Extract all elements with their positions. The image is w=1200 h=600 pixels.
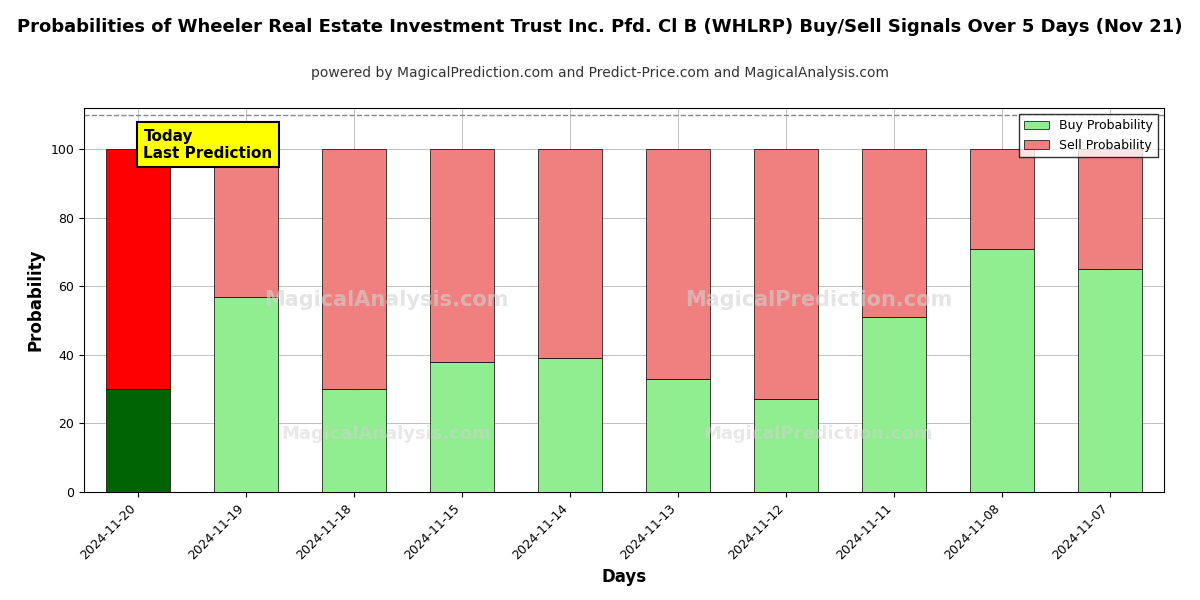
Legend: Buy Probability, Sell Probability: Buy Probability, Sell Probability bbox=[1019, 114, 1158, 157]
Bar bbox=[646, 149, 710, 379]
Bar bbox=[754, 400, 818, 492]
Bar bbox=[430, 149, 494, 362]
Bar bbox=[646, 379, 710, 492]
Bar bbox=[970, 248, 1034, 492]
Bar bbox=[214, 149, 278, 296]
Text: MagicalAnalysis.com: MagicalAnalysis.com bbox=[264, 290, 509, 310]
Bar bbox=[970, 149, 1034, 248]
Bar bbox=[862, 149, 926, 317]
Y-axis label: Probability: Probability bbox=[26, 249, 44, 351]
Text: MagicalAnalysis.com: MagicalAnalysis.com bbox=[282, 425, 491, 443]
Bar bbox=[322, 389, 386, 492]
Bar bbox=[106, 149, 170, 389]
Bar bbox=[106, 389, 170, 492]
Text: MagicalPrediction.com: MagicalPrediction.com bbox=[685, 290, 952, 310]
Text: powered by MagicalPrediction.com and Predict-Price.com and MagicalAnalysis.com: powered by MagicalPrediction.com and Pre… bbox=[311, 66, 889, 80]
Bar bbox=[430, 362, 494, 492]
Bar bbox=[754, 149, 818, 400]
Bar bbox=[538, 358, 602, 492]
Text: MagicalPrediction.com: MagicalPrediction.com bbox=[703, 425, 934, 443]
X-axis label: Days: Days bbox=[601, 568, 647, 586]
Bar bbox=[322, 149, 386, 389]
Bar bbox=[538, 149, 602, 358]
Bar bbox=[214, 296, 278, 492]
Bar bbox=[1078, 269, 1142, 492]
Bar bbox=[1078, 149, 1142, 269]
Text: Today
Last Prediction: Today Last Prediction bbox=[144, 128, 272, 161]
Bar bbox=[862, 317, 926, 492]
Text: Probabilities of Wheeler Real Estate Investment Trust Inc. Pfd. Cl B (WHLRP) Buy: Probabilities of Wheeler Real Estate Inv… bbox=[17, 18, 1183, 36]
